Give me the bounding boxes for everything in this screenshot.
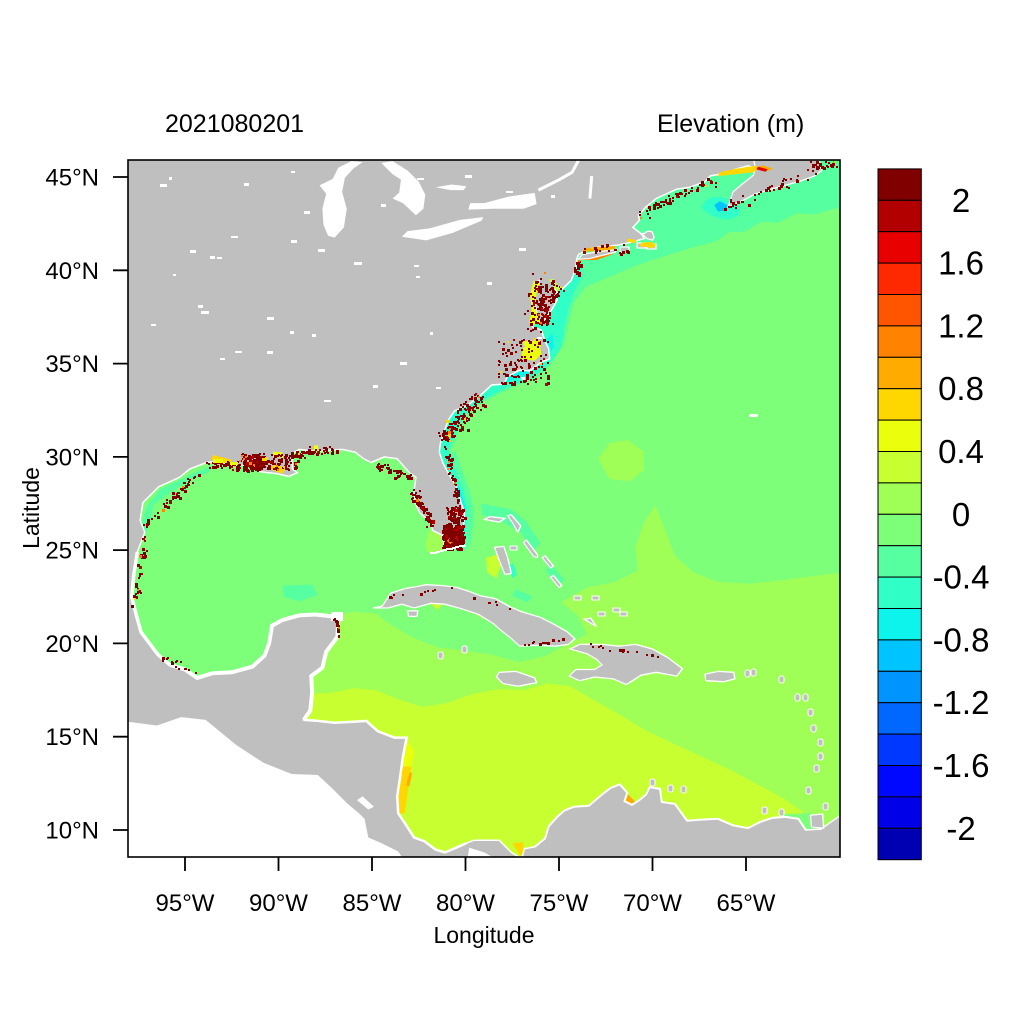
svg-text:70°W: 70°W	[623, 890, 682, 917]
svg-text:1.2: 1.2	[938, 307, 984, 344]
svg-text:65°W: 65°W	[717, 890, 776, 917]
svg-text:0: 0	[952, 496, 970, 533]
svg-text:-1.2: -1.2	[933, 684, 990, 721]
svg-text:45°N: 45°N	[45, 165, 99, 192]
svg-text:15°N: 15°N	[45, 724, 99, 751]
svg-text:35°N: 35°N	[45, 351, 99, 378]
svg-text:95°W: 95°W	[156, 890, 215, 917]
svg-text:25°N: 25°N	[45, 538, 99, 565]
svg-text:-2: -2	[946, 810, 975, 847]
svg-text:Longitude: Longitude	[433, 922, 534, 948]
svg-text:0.4: 0.4	[938, 433, 984, 470]
svg-text:85°W: 85°W	[343, 890, 402, 917]
svg-text:Latitude: Latitude	[18, 467, 44, 549]
svg-text:40°N: 40°N	[45, 258, 99, 285]
svg-text:10°N: 10°N	[45, 817, 99, 844]
svg-text:80°W: 80°W	[436, 890, 495, 917]
svg-text:-0.8: -0.8	[933, 621, 990, 658]
svg-text:-0.4: -0.4	[933, 559, 990, 596]
svg-text:-1.6: -1.6	[933, 747, 990, 784]
svg-text:20°N: 20°N	[45, 631, 99, 658]
svg-text:1.6: 1.6	[938, 245, 984, 282]
svg-text:90°W: 90°W	[249, 890, 308, 917]
svg-text:2021080201: 2021080201	[165, 110, 304, 138]
svg-text:Elevation (m): Elevation (m)	[657, 110, 804, 138]
svg-text:0.8: 0.8	[938, 370, 984, 407]
svg-text:75°W: 75°W	[530, 890, 589, 917]
svg-text:30°N: 30°N	[45, 444, 99, 471]
svg-text:2: 2	[952, 182, 970, 219]
